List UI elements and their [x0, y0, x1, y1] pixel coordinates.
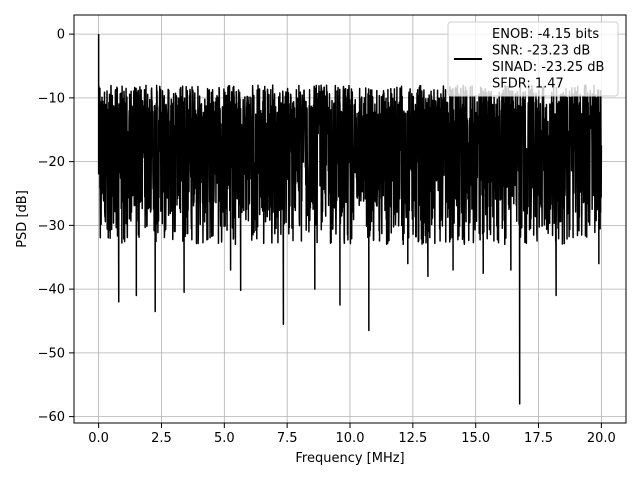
x-tick-label: 12.5 — [398, 431, 427, 446]
x-tick-label: 10.0 — [336, 431, 365, 446]
legend-enob: ENOB: -4.15 bits — [492, 27, 599, 42]
y-axis-label: PSD [dB] — [15, 190, 30, 248]
y-tick-label: −30 — [38, 219, 65, 234]
legend-box — [447, 21, 619, 97]
legend-snr: SNR: -23.23 dB — [492, 44, 590, 59]
legend-sinad: SINAD: -23.25 dB — [492, 60, 604, 75]
legend: ENOB: -4.15 bits SNR: -23.23 dB SINAD: -… — [447, 21, 619, 97]
y-tick-label: −10 — [38, 91, 65, 106]
x-tick-label: 2.5 — [151, 431, 172, 446]
x-tick-label: 17.5 — [524, 431, 553, 446]
y-tick-label: −20 — [38, 155, 65, 170]
x-tick-label: 0.0 — [88, 431, 109, 446]
x-tick-label: 15.0 — [461, 431, 490, 446]
y-tick-label: −40 — [38, 283, 65, 298]
x-axis-label: Frequency [MHz] — [295, 451, 404, 466]
x-axis-ticks: 0.0 2.5 5.0 7.5 10.0 12.5 15.0 17.5 20.0 — [88, 423, 616, 446]
x-tick-label: 7.5 — [277, 431, 298, 446]
x-tick-label: 20.0 — [587, 431, 616, 446]
y-tick-label: 0 — [57, 28, 65, 43]
y-tick-label: −60 — [38, 410, 65, 425]
x-tick-label: 5.0 — [214, 431, 235, 446]
legend-sfdr: SFDR: 1.47 — [492, 77, 564, 92]
y-tick-label: −50 — [38, 346, 65, 361]
y-axis-ticks: 0 −10 −20 −30 −40 −50 −60 — [38, 28, 74, 425]
